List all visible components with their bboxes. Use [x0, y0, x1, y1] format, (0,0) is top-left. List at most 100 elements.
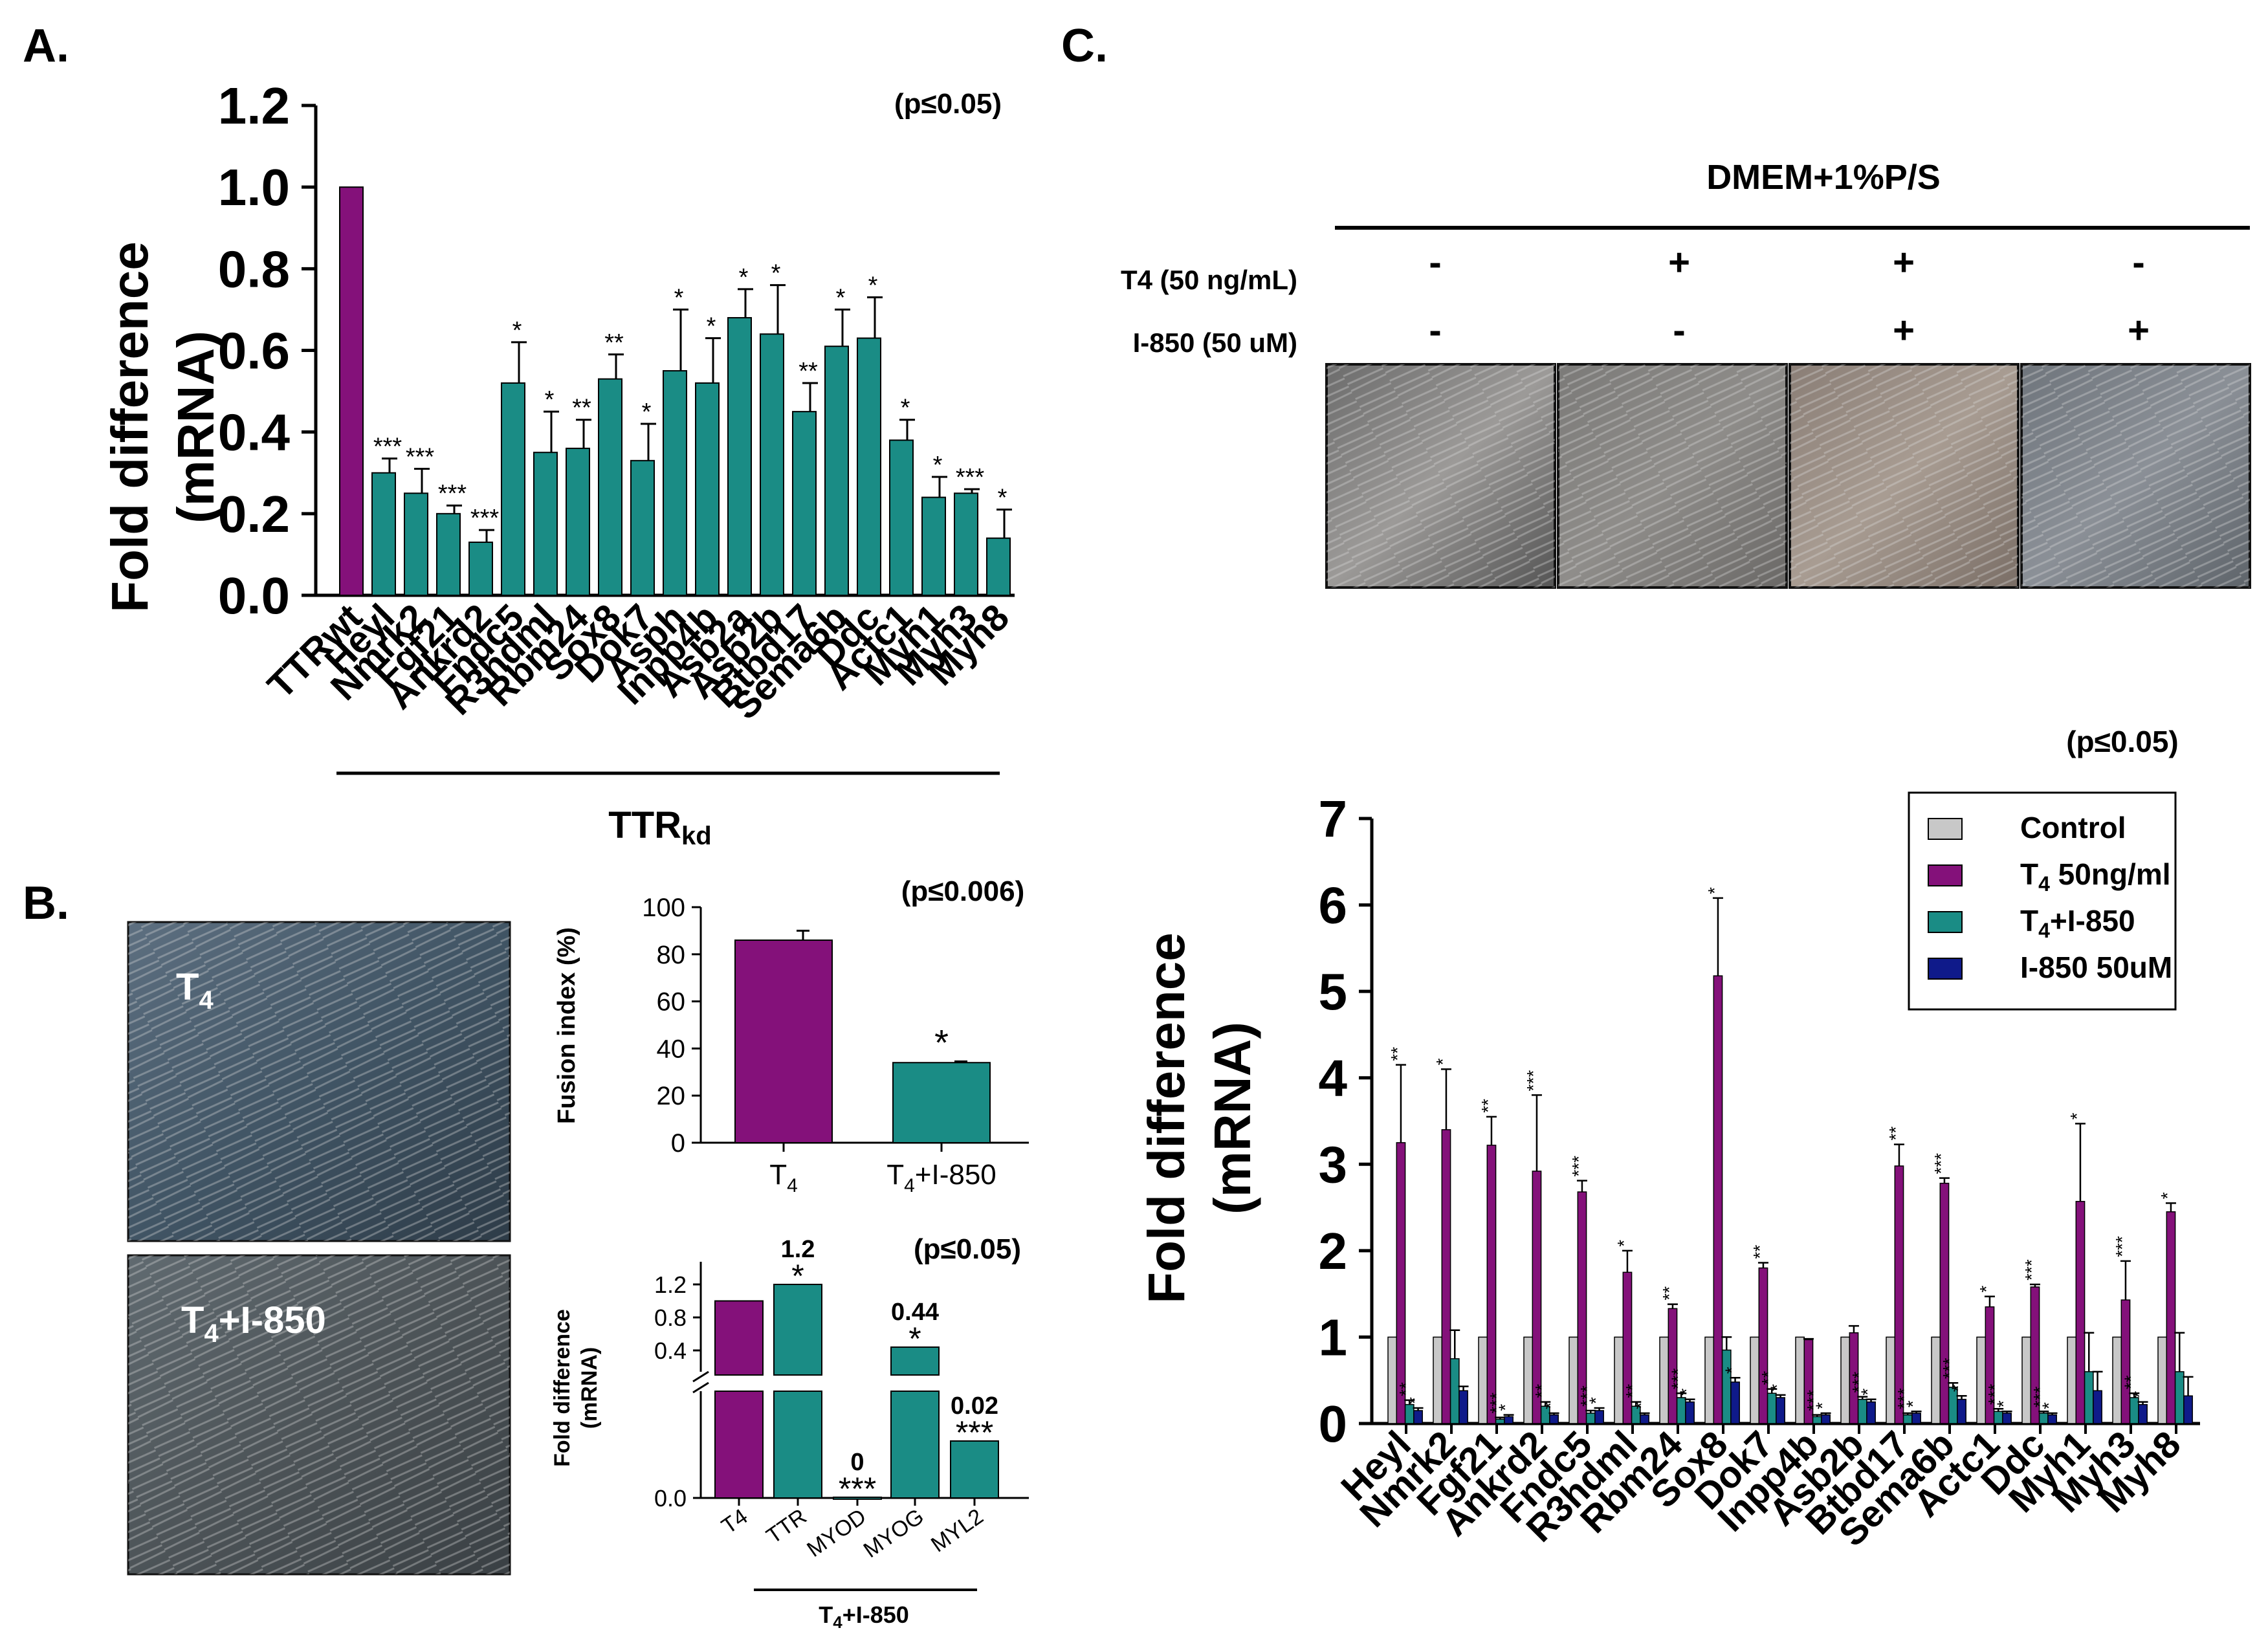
- c-significance-t4-i850: **: [1396, 1382, 1416, 1396]
- a-y-tick-label: 1.0: [218, 159, 290, 216]
- b1-y-tick-label: 40: [657, 1035, 686, 1063]
- c-significance-t4: ***: [1523, 1070, 1543, 1092]
- c-significance-t4: **: [1659, 1286, 1679, 1301]
- treatment-signs: - + + - - - + +: [1429, 241, 2150, 351]
- panel-b-label: B.: [23, 877, 69, 929]
- b2-bar: [950, 1440, 999, 1499]
- sign-row1-col3: +: [1893, 241, 1915, 283]
- c-significance-i850: *: [1631, 1402, 1651, 1409]
- b2-y-tick-label: 0.4: [654, 1337, 687, 1364]
- c-bar-t4: [1758, 1267, 1768, 1424]
- sign-row1-col4: -: [2132, 241, 2144, 283]
- a-bar: [889, 439, 914, 596]
- legend-swatch-i850: [1928, 958, 1963, 980]
- a-significance: *: [739, 264, 749, 291]
- b2-bar-lower: [714, 1391, 764, 1499]
- a-significance: **: [798, 358, 818, 385]
- c-significance-i850: *: [1586, 1397, 1606, 1404]
- c-significance-t4: ***: [1569, 1156, 1589, 1177]
- b2-bar-lower: [890, 1391, 940, 1499]
- t4-row-label: T4 (50 ng/mL): [1121, 265, 1297, 295]
- a-significance: **: [572, 395, 591, 422]
- a-bar: [339, 186, 364, 596]
- c-y-tick-label: 2: [1319, 1222, 1348, 1280]
- c-significance-t4-i850: ***: [1803, 1390, 1823, 1411]
- c-bar-t4: [1668, 1308, 1678, 1424]
- b2-significance: *: [791, 1258, 804, 1294]
- c-bar-control: [1704, 1336, 1715, 1424]
- c-bar-t4: [1622, 1271, 1633, 1424]
- c-bar-i850: [2002, 1413, 2012, 1424]
- c-significance-t4: *: [1614, 1240, 1634, 1247]
- b2-significance: ***: [956, 1414, 993, 1451]
- c-significance-t4: *: [1976, 1286, 1996, 1293]
- b2-value-label: 0.44: [891, 1299, 939, 1326]
- c-bar-control: [1387, 1336, 1398, 1424]
- panel-a-group-label: TTRkd: [608, 804, 711, 850]
- b2-group-label: T4+I-850: [819, 1601, 909, 1632]
- c-y-tick-label: 3: [1319, 1136, 1348, 1193]
- c-bar-t4-i850: [2129, 1397, 2139, 1424]
- a-bar: [566, 447, 590, 597]
- c-significance-t4-i850: ***: [1577, 1385, 1597, 1407]
- legend-label-t4-i850: T4+I-850: [2020, 904, 2135, 942]
- a-bar: [598, 378, 622, 596]
- a-y-tick-label: 0.4: [218, 404, 291, 461]
- c-significance-t4-i850: ***: [1849, 1372, 1869, 1393]
- i850-row-label: I-850 (50 uM): [1133, 327, 1297, 358]
- panel-a-annotation: (p≤0.05): [894, 88, 1002, 120]
- c-bar-i850: [1594, 1410, 1604, 1424]
- a-bar: [695, 382, 720, 596]
- c-significance-i850: *: [1722, 1367, 1742, 1374]
- a-bar: [630, 459, 655, 597]
- panel-a-y-label-line2: (mRNA): [167, 331, 225, 523]
- b2-x-tick-label: T4: [717, 1504, 752, 1539]
- c-significance-t4: **: [1750, 1245, 1770, 1259]
- a-significance: *: [933, 452, 943, 479]
- b1-y-tick-label: 0: [671, 1129, 685, 1158]
- panel-c-label: C.: [1061, 20, 1108, 72]
- c-bar-i850: [1504, 1416, 1514, 1424]
- c-significance-t4-i850: **: [1758, 1371, 1778, 1385]
- c-bar-i850: [1911, 1413, 1921, 1424]
- b2-bar-break: [888, 1376, 941, 1390]
- a-bar: [857, 337, 881, 596]
- panel-a-bars: TTRwt***Heyl***Nmrk2***Fgf21***Ankrd2*Fn…: [259, 186, 1017, 728]
- a-bar: [501, 382, 525, 596]
- c-bar-t4-i850: [1404, 1403, 1415, 1424]
- b1-x-tick-label: T4: [769, 1159, 798, 1196]
- a-significance: ***: [373, 434, 402, 461]
- legend-label-control: Control: [2020, 811, 2126, 844]
- b2-bar-upper: [714, 1300, 764, 1376]
- a-bar: [371, 472, 396, 596]
- b2-bar-upper: [890, 1346, 940, 1376]
- a-y-tick-label: 0.2: [218, 485, 290, 543]
- c-bar-t4-i850: [1721, 1349, 1732, 1424]
- c-bar-t4-i850: [1857, 1398, 1867, 1424]
- c-significance-t4-i850: ***: [1894, 1388, 1914, 1409]
- a-bar: [727, 317, 752, 596]
- c-y-tick-label: 1: [1319, 1308, 1348, 1366]
- a-y-tick-label: 0.8: [218, 240, 290, 298]
- b2-x-tick-label: MYOG: [859, 1504, 929, 1563]
- b2-axis-break-mark: [692, 1381, 709, 1394]
- c-bar-i850: [1866, 1401, 1876, 1424]
- panel-c-y-label-line2: (mRNA): [1204, 1022, 1261, 1215]
- a-significance: *: [868, 272, 878, 299]
- c-significance-t4-i850: **: [2120, 1375, 2141, 1389]
- micrograph-t4: T4: [127, 921, 511, 1242]
- c-significance-t4: ***: [2112, 1236, 2132, 1257]
- a-significance: ***: [438, 480, 467, 507]
- a-significance: *: [901, 395, 910, 422]
- c-significance-i850: *: [1677, 1389, 1697, 1396]
- a-significance: ***: [406, 443, 435, 470]
- panel-a-label: A.: [23, 20, 69, 72]
- c-bar-control: [2067, 1336, 2077, 1424]
- c-significance-t4: ***: [2021, 1259, 2042, 1281]
- c-bar-control: [1886, 1336, 1896, 1424]
- c-significance-i850: *: [1495, 1404, 1515, 1411]
- panel-c-bars: ****************************************…: [1387, 887, 2194, 1424]
- c-significance-t4: *: [1704, 887, 1724, 894]
- micrograph-t4-i850-label: T4+I-850: [181, 1299, 326, 1348]
